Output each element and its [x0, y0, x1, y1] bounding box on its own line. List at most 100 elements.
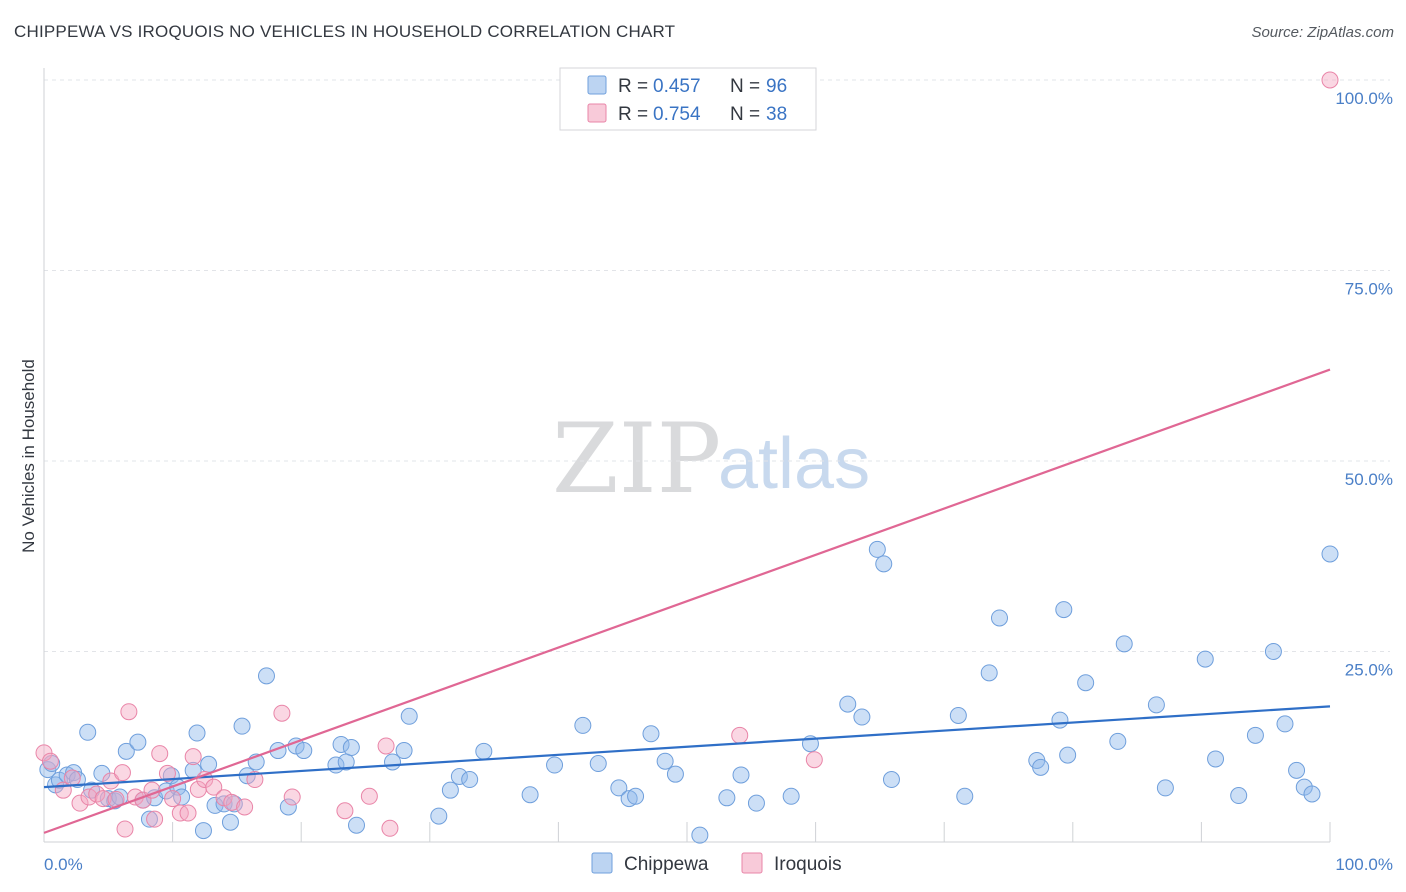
chippewa-point-13	[117, 742, 135, 760]
chippewa-point-50	[475, 742, 493, 760]
chippewa-point-59	[656, 752, 674, 770]
legend-n-value-iroquois: 38	[766, 104, 787, 125]
chippewa-point-58	[642, 725, 660, 743]
chippewa-point-52	[546, 756, 564, 774]
chippewa-point-54	[589, 755, 607, 773]
iroquois-point-18	[158, 764, 176, 782]
iroquois-point-31	[283, 788, 301, 806]
chippewa-trendline	[43, 705, 1331, 789]
iroquois-point-34	[377, 737, 395, 755]
chippewa-point-85	[1156, 779, 1174, 797]
iroquois-point-22	[184, 748, 202, 766]
chippewa-point-24	[194, 822, 212, 840]
iroquois-point-21	[179, 804, 197, 822]
chippewa-point-33	[257, 667, 275, 685]
chippewa-point-74	[980, 664, 998, 682]
chippewa-point-68	[853, 708, 871, 726]
grid	[44, 79, 1390, 652]
chippewa-point-90	[1264, 643, 1282, 660]
iroquois-point-29	[246, 771, 264, 789]
iroquois-point-11	[116, 820, 134, 838]
bottom-legend-label-iroquois: Iroquois	[774, 854, 842, 875]
chippewa-point-92	[1288, 761, 1306, 779]
chippewa-point-86	[1196, 650, 1214, 668]
chippewa-point-49	[461, 771, 479, 789]
iroquois-point-35	[381, 819, 399, 837]
chippewa-point-64	[747, 794, 765, 812]
legend-r-value-iroquois: 0.754	[653, 104, 701, 125]
watermark: ZIP atlas	[552, 403, 870, 515]
chart-source: Source: ZipAtlas.com	[1251, 24, 1394, 41]
chippewa-point-77	[1032, 758, 1050, 776]
chippewa-point-46	[430, 807, 448, 825]
legend-n-label-iroquois: N =	[730, 104, 760, 125]
chippewa-point-48	[450, 767, 468, 785]
bottom-legend: Chippewa Iroquois	[591, 852, 842, 875]
chippewa-point-62	[718, 789, 736, 807]
chippewa-point-29	[225, 795, 243, 813]
iroquois-point-17	[151, 745, 169, 763]
legend-n-label-chippewa: N =	[730, 76, 760, 97]
chippewa-point-73	[956, 787, 974, 805]
bottom-legend-swatch-iroquois	[741, 852, 763, 874]
chippewa-point-61	[691, 826, 709, 844]
chippewa-point-72	[949, 707, 967, 725]
watermark-zip: ZIP	[552, 403, 721, 515]
chippewa-point-56	[620, 790, 638, 808]
trendlines	[43, 368, 1331, 834]
axes	[43, 68, 1331, 843]
chippewa-point-25	[200, 755, 218, 773]
iroquois-point-0	[35, 744, 53, 762]
chippewa-point-95	[1321, 545, 1339, 563]
y-tick-label-3: 100.0%	[1335, 89, 1393, 108]
iroquois-point-37	[805, 751, 823, 769]
iroquois-trendline	[43, 368, 1331, 834]
iroquois-point-3	[63, 769, 81, 787]
chippewa-point-83	[1115, 635, 1133, 653]
iroquois-point-38	[1321, 71, 1339, 89]
y-tick-label-1: 50.0%	[1345, 470, 1393, 489]
chippewa-point-81	[1077, 674, 1095, 692]
y-axis-title: No Vehicles in Household	[19, 359, 38, 553]
iroquois-point-12	[120, 703, 138, 721]
iroquois-point-16	[146, 810, 164, 828]
chippewa-point-28	[221, 813, 239, 831]
chart-title: CHIPPEWA VS IROQUOIS NO VEHICLES IN HOUS…	[14, 22, 676, 41]
chippewa-point-37	[295, 742, 313, 760]
chippewa-point-45	[400, 707, 418, 725]
iroquois-point-27	[223, 793, 241, 811]
y-tick-label-2: 75.0%	[1345, 280, 1393, 299]
chippewa-point-23	[188, 724, 206, 742]
chippewa-point-89	[1246, 726, 1264, 744]
legend-swatch-chippewa	[587, 75, 607, 95]
iroquois-point-8	[102, 772, 120, 790]
chippewa-point-70	[875, 555, 893, 573]
chippewa-point-84	[1147, 696, 1165, 714]
iroquois-point-30	[273, 704, 291, 722]
chippewa-point-78	[1051, 711, 1069, 729]
x-tick-label-1: 100.0%	[1335, 855, 1393, 874]
x-tick-label-0: 0.0%	[44, 855, 83, 874]
chippewa-point-65	[782, 787, 800, 805]
iroquois-point-19	[164, 790, 182, 808]
chippewa-point-42	[347, 816, 365, 834]
legend-r-value-chippewa: 0.457	[653, 76, 701, 97]
chippewa-point-60	[666, 765, 684, 783]
chippewa-point-44	[395, 742, 413, 760]
chippewa-point-80	[1059, 746, 1077, 764]
chippewa-point-67	[839, 695, 857, 713]
chippewa-point-14	[129, 733, 147, 751]
iroquois-point-33	[360, 787, 378, 805]
legend-n-value-chippewa: 96	[766, 76, 787, 97]
chippewa-point-16	[140, 810, 158, 828]
y-tick-label-0: 25.0%	[1345, 661, 1393, 680]
iroquois-point-25	[205, 778, 223, 796]
chippewa-point-30	[233, 717, 251, 735]
legend-swatch-iroquois	[587, 103, 607, 123]
chippewa-point-39	[332, 735, 350, 753]
iroquois-point-10	[113, 764, 131, 782]
chippewa-point-41	[342, 739, 360, 757]
iroquois-point-28	[236, 798, 254, 816]
chippewa-point-91	[1276, 715, 1294, 733]
